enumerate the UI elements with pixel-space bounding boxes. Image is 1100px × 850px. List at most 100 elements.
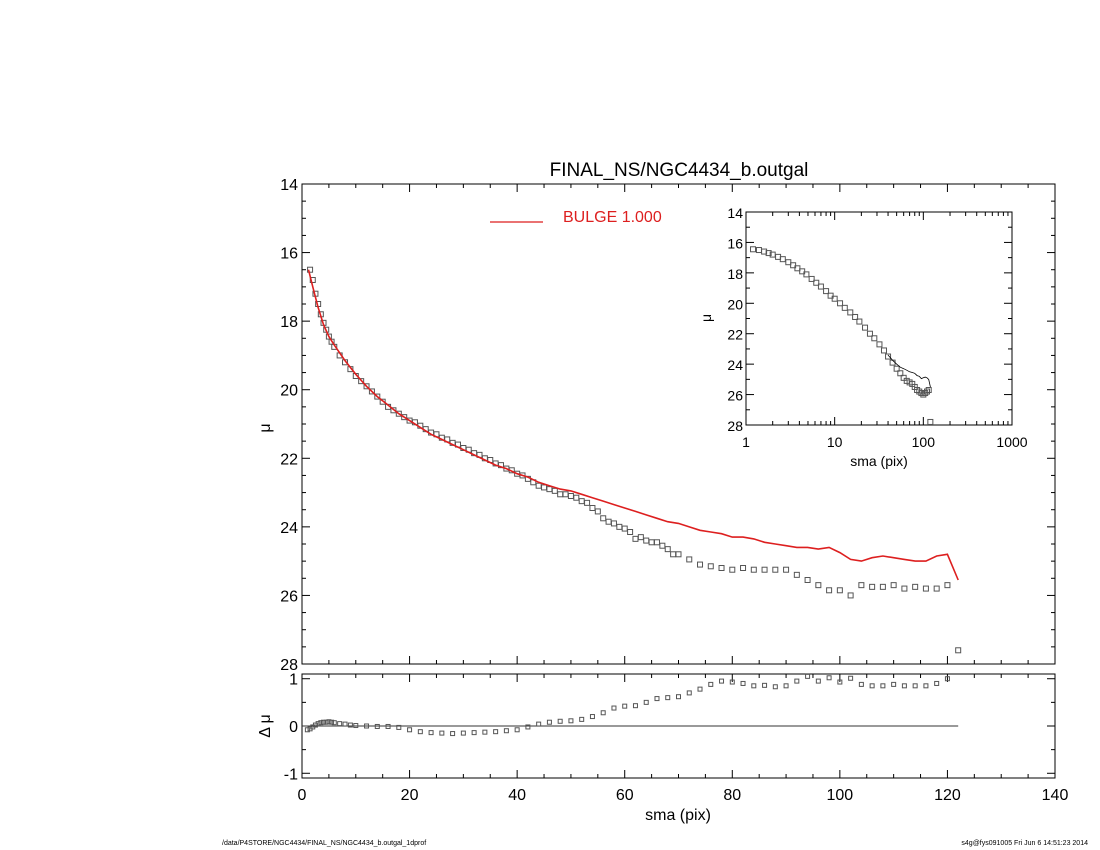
data-point	[799, 268, 806, 275]
data-point	[439, 730, 445, 736]
data-point	[326, 719, 332, 725]
data-point	[460, 730, 466, 736]
data-point	[329, 719, 335, 725]
data-point	[643, 699, 649, 705]
x-tick-label: 10	[827, 434, 843, 450]
data-point	[750, 246, 757, 253]
data-point	[632, 535, 639, 542]
main-plot: 14 16 18 20 22 24 26 28 μ BULGE 1.000	[257, 177, 1056, 674]
data-point	[922, 585, 929, 592]
data-point	[557, 491, 564, 498]
data-point	[708, 681, 714, 687]
y-tick-label: 1	[289, 672, 298, 689]
x-tick-label: 20	[401, 787, 419, 804]
data-point	[417, 729, 423, 735]
data-point	[944, 582, 951, 589]
data-point	[707, 563, 714, 570]
data-point	[374, 393, 381, 400]
y-tick-label: 20	[727, 296, 743, 312]
data-point	[893, 365, 900, 372]
data-point	[605, 518, 612, 525]
data-point	[750, 566, 757, 573]
y-axis-label: μ	[257, 423, 274, 432]
data-point	[794, 678, 800, 684]
data-point	[337, 721, 343, 727]
residual-y-axis-label: Δ μ	[257, 714, 274, 737]
data-point	[779, 256, 786, 263]
data-point	[622, 703, 628, 709]
data-point	[880, 347, 887, 354]
data-point	[579, 716, 585, 722]
data-point	[312, 722, 318, 728]
data-point	[871, 335, 878, 342]
x-tick-label: 0	[298, 787, 307, 804]
x-tick-label: 100	[827, 787, 854, 804]
y-tick-label: 16	[727, 235, 743, 251]
x-tick-label: 120	[934, 787, 961, 804]
x-tick-label: 60	[616, 787, 634, 804]
data-point	[331, 720, 337, 726]
data-point	[879, 583, 886, 590]
y-tick-label: -1	[284, 766, 298, 783]
data-point	[686, 556, 693, 563]
data-point	[697, 686, 703, 692]
data-point	[594, 508, 601, 515]
inset-x-axis-label: sma (pix)	[850, 453, 908, 469]
x-axis-label: sma (pix)	[645, 807, 711, 824]
x-tick-label: 40	[508, 787, 526, 804]
data-point	[396, 724, 402, 730]
data-point	[562, 491, 569, 498]
x-tick-label: 1	[742, 434, 750, 450]
data-point	[944, 676, 950, 682]
data-point	[686, 690, 692, 696]
data-point	[856, 318, 863, 325]
data-point	[482, 729, 488, 735]
inset-plot: 1 10 100 1000 14 16 18 20 22 24 26 28 sma (pix) μ	[698, 205, 1028, 469]
data-point	[536, 721, 542, 727]
data-point	[428, 730, 434, 736]
data-point	[876, 341, 883, 348]
y-tick-label: 16	[280, 246, 298, 263]
data-point	[323, 719, 329, 725]
data-point	[927, 418, 934, 425]
data-point	[578, 498, 585, 505]
data-point	[374, 723, 380, 729]
inset-y-axis-label: μ	[698, 314, 714, 322]
data-point	[450, 731, 456, 737]
x-tick-label: 100	[912, 434, 936, 450]
data-point	[719, 678, 725, 684]
data-point	[740, 680, 746, 686]
data-point	[493, 729, 499, 735]
data-point	[514, 727, 520, 733]
data-point	[627, 529, 634, 535]
data-point	[923, 683, 929, 689]
data-point	[568, 718, 574, 724]
data-point	[815, 678, 821, 684]
data-point	[546, 486, 553, 493]
data-point	[364, 723, 370, 729]
data-point	[751, 683, 757, 689]
data-point	[600, 515, 607, 522]
data-point	[901, 585, 908, 592]
data-point	[785, 259, 792, 266]
data-point	[718, 565, 725, 571]
data-point	[503, 728, 509, 734]
data-point	[379, 398, 386, 405]
data-point	[363, 383, 370, 390]
data-point	[551, 487, 558, 494]
data-point	[611, 705, 617, 711]
data-point	[858, 582, 865, 589]
data-point	[621, 525, 628, 532]
x-tick-label: 140	[1042, 787, 1069, 804]
data-point	[342, 721, 348, 727]
data-point	[318, 720, 324, 726]
data-point	[589, 505, 596, 511]
inset-background	[746, 212, 1012, 425]
footer-timestamp: s4g@fys091005 Fri Jun 6 14:51:23 2014	[961, 840, 1088, 847]
data-point	[762, 682, 768, 688]
data-point	[304, 727, 310, 733]
data-point	[891, 681, 897, 687]
data-point	[315, 721, 321, 727]
data-point	[897, 370, 904, 377]
